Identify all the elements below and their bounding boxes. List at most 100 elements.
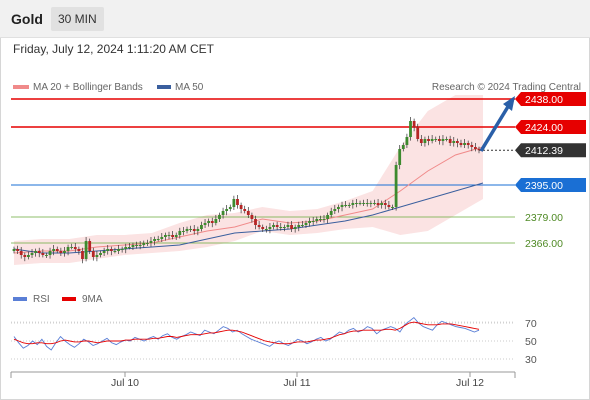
candle-body — [211, 221, 214, 223]
candle-body — [225, 209, 228, 211]
candle-body — [452, 141, 455, 143]
candle-body — [445, 139, 448, 140]
candle-body — [315, 219, 318, 221]
candle-body — [81, 251, 84, 259]
candle-body — [204, 223, 207, 225]
candle-body — [456, 141, 459, 143]
candle-body — [258, 225, 261, 227]
candle-body — [38, 251, 41, 253]
candle-body — [124, 247, 127, 249]
ma50-legend-swatch — [157, 85, 171, 89]
level-label-2379.00: 2379.00 — [525, 212, 563, 224]
candle-body — [474, 147, 477, 149]
candle-body — [70, 247, 73, 248]
candle-body — [103, 251, 106, 253]
candle-body — [373, 203, 376, 204]
level-label-2424.00: 2424.00 — [525, 122, 563, 134]
candle-body — [362, 203, 365, 204]
candle-body — [463, 143, 466, 145]
candle-body — [420, 139, 423, 143]
candle-body — [413, 121, 416, 127]
candle-body — [92, 251, 95, 257]
candle-body — [146, 243, 149, 244]
candle-body — [409, 121, 412, 137]
candle-body — [398, 149, 401, 165]
candle-body — [20, 251, 23, 255]
candle-body — [110, 249, 113, 251]
candle-body — [67, 247, 70, 251]
credit-label: Research © 2024 Trading Central — [432, 82, 581, 93]
candle-body — [243, 209, 246, 211]
rsi-legend-swatch — [13, 297, 27, 301]
candle-body — [175, 235, 178, 237]
candle-body — [359, 203, 362, 204]
candle-body — [287, 225, 290, 227]
candle-body — [442, 139, 445, 141]
candle-body — [279, 227, 282, 228]
candle-body — [305, 223, 308, 225]
candle-body — [387, 205, 390, 207]
candle-body — [308, 221, 311, 223]
candle-body — [200, 225, 203, 229]
x-tick-label: Jul 11 — [283, 377, 310, 389]
candle-body — [377, 203, 380, 205]
candle-body — [16, 249, 19, 251]
ma20-legend-label: MA 20 + Bollinger Bands — [33, 82, 143, 93]
candle-body — [63, 251, 66, 253]
bollinger-band-area — [14, 95, 483, 265]
level-label-2366.00: 2366.00 — [525, 238, 563, 250]
candle-body — [178, 231, 181, 235]
candle-body — [460, 143, 463, 145]
candle-body — [232, 199, 235, 207]
candle-body — [142, 243, 145, 245]
candle-body — [269, 227, 272, 229]
candle-body — [153, 239, 156, 241]
candle-body — [312, 221, 315, 222]
candle-body — [467, 143, 470, 145]
candle-body — [157, 239, 160, 240]
candle-body — [470, 145, 473, 147]
candle-body — [139, 245, 142, 246]
candle-body — [294, 227, 297, 229]
candle-body — [427, 139, 430, 141]
candle-body — [160, 237, 163, 239]
candle-body — [276, 225, 279, 227]
candle-body — [23, 255, 26, 257]
ma9-legend-label: 9MA — [82, 294, 103, 305]
level-label-2412.39: 2412.39 — [525, 145, 563, 157]
candle-body — [319, 219, 322, 220]
candle-body — [222, 211, 225, 215]
candle-body — [337, 207, 340, 209]
rsi-level-label-70: 70 — [525, 318, 537, 330]
candle-body — [186, 229, 189, 231]
candle-body — [13, 249, 16, 251]
candle-body — [323, 219, 326, 220]
level-label-2438.00: 2438.00 — [525, 94, 563, 106]
candle-body — [59, 251, 62, 253]
candle-body — [348, 205, 351, 206]
candle-body — [251, 215, 254, 219]
candle-body — [438, 139, 441, 141]
candle-body — [326, 215, 329, 219]
candle-body — [99, 253, 102, 255]
candle-body — [121, 249, 124, 250]
candle-body — [449, 139, 452, 143]
candle-body — [297, 225, 300, 227]
candle-body — [330, 211, 333, 215]
candle-body — [265, 229, 268, 230]
candle-body — [431, 139, 434, 141]
candle-body — [52, 249, 55, 251]
candle-body — [218, 215, 221, 219]
candle-body — [344, 205, 347, 206]
candle-body — [406, 137, 409, 145]
candle-body — [128, 247, 131, 248]
x-tick-label: Jul 10 — [111, 377, 139, 389]
rsi-panel: 70 50 30 — [11, 318, 537, 366]
candle-body — [369, 203, 372, 204]
candle-body — [74, 247, 77, 249]
candle-body — [41, 253, 44, 255]
candle-body — [341, 205, 344, 207]
candle-body — [229, 207, 232, 209]
rsi-level-label-50: 50 — [525, 336, 537, 348]
candle-body — [168, 235, 171, 236]
